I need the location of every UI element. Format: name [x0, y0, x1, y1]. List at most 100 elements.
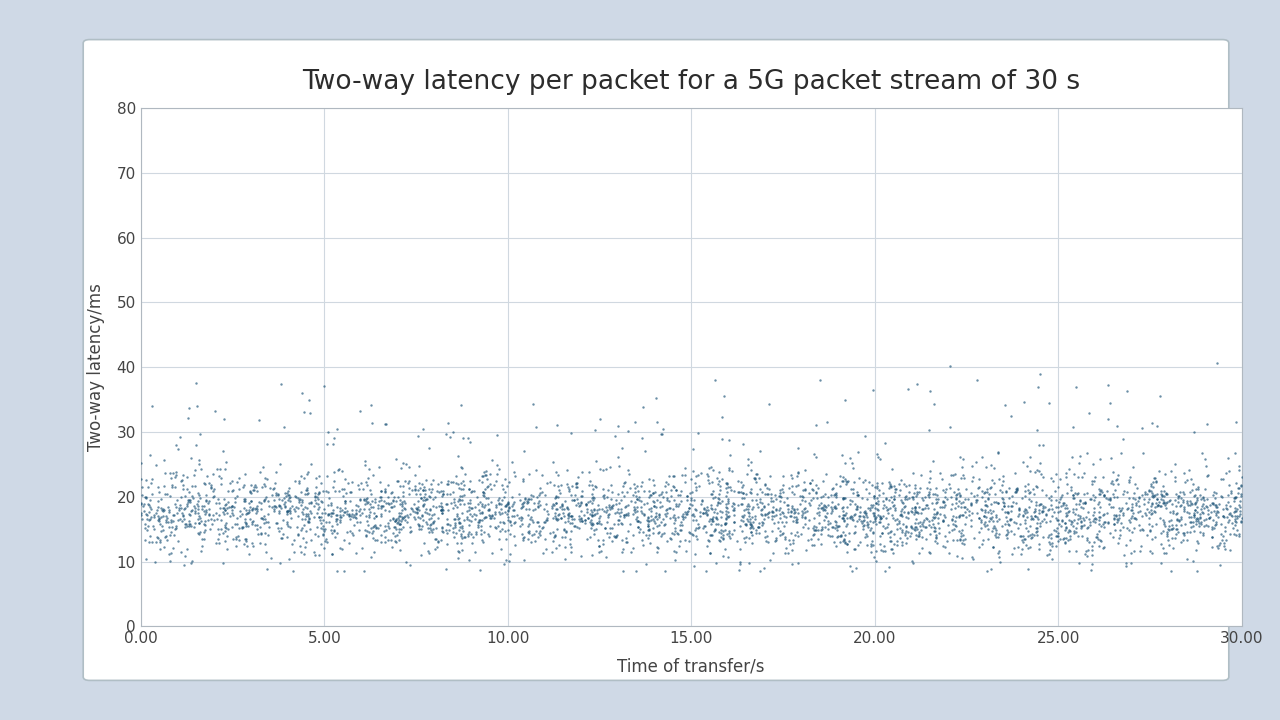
Point	[905, 480, 925, 491]
Point	[879, 482, 900, 493]
Point	[653, 423, 673, 435]
Point	[663, 511, 684, 523]
Point	[754, 479, 774, 490]
Point	[156, 512, 177, 523]
Point	[564, 489, 585, 500]
Point	[1142, 487, 1162, 499]
Point	[1020, 510, 1041, 521]
Point	[433, 504, 453, 516]
Point	[1185, 498, 1206, 510]
Point	[1213, 503, 1234, 515]
Point	[1089, 501, 1110, 513]
Point	[1006, 517, 1027, 528]
Point	[142, 536, 163, 548]
Point	[1208, 539, 1229, 551]
Point	[174, 513, 195, 525]
Point	[279, 502, 300, 513]
Point	[131, 509, 151, 521]
Point	[782, 537, 803, 549]
Point	[820, 489, 841, 500]
Point	[927, 490, 947, 501]
Point	[512, 532, 532, 544]
Point	[639, 523, 659, 535]
Point	[701, 513, 722, 524]
Point	[138, 481, 159, 492]
Point	[1093, 490, 1114, 501]
Point	[1132, 510, 1152, 521]
Point	[142, 520, 163, 531]
Point	[910, 482, 931, 494]
Point	[287, 521, 307, 533]
Point	[792, 511, 813, 523]
Point	[951, 538, 972, 549]
Point	[742, 529, 763, 541]
Point	[1171, 499, 1192, 510]
Point	[1170, 486, 1190, 498]
Point	[1078, 521, 1098, 533]
Point	[1153, 498, 1174, 509]
Point	[550, 501, 571, 513]
Point	[366, 510, 387, 521]
Point	[1190, 503, 1211, 515]
Point	[905, 524, 925, 536]
Point	[1147, 500, 1167, 512]
Point	[152, 503, 173, 515]
Point	[682, 509, 703, 521]
Point	[274, 492, 294, 503]
Point	[384, 521, 404, 533]
Point	[215, 526, 236, 537]
Point	[547, 466, 567, 477]
Point	[736, 487, 756, 499]
Point	[511, 502, 531, 513]
Point	[671, 485, 691, 497]
Point	[896, 493, 916, 505]
Point	[692, 507, 713, 518]
Point	[1142, 546, 1162, 558]
Point	[374, 525, 394, 536]
Point	[659, 502, 680, 513]
Point	[595, 522, 616, 534]
Point	[1021, 528, 1042, 539]
Point	[639, 474, 659, 485]
Point	[717, 492, 737, 504]
Point	[201, 482, 221, 494]
Point	[161, 515, 182, 526]
Point	[1044, 525, 1065, 536]
Point	[716, 477, 736, 489]
Point	[1056, 502, 1076, 513]
Point	[836, 538, 856, 549]
Point	[151, 502, 172, 513]
Point	[326, 501, 347, 513]
Point	[915, 521, 936, 533]
Point	[314, 523, 334, 535]
Point	[567, 521, 588, 533]
Point	[184, 464, 205, 476]
Point	[508, 487, 529, 499]
Point	[963, 553, 983, 564]
Point	[652, 428, 672, 439]
Point	[311, 511, 332, 523]
Point	[582, 518, 603, 530]
Point	[1212, 491, 1233, 503]
Point	[361, 418, 381, 429]
Point	[1211, 473, 1231, 485]
Point	[1056, 521, 1076, 533]
Point	[809, 505, 829, 517]
Point	[945, 469, 965, 480]
Point	[1076, 511, 1097, 523]
Point	[475, 483, 495, 495]
Point	[314, 526, 334, 537]
Point	[845, 498, 865, 509]
Point	[1046, 468, 1066, 480]
Point	[1199, 512, 1220, 523]
Point	[590, 414, 611, 426]
Point	[1231, 516, 1252, 528]
Point	[596, 505, 617, 516]
Point	[1194, 520, 1215, 531]
Point	[338, 477, 358, 489]
Point	[1184, 490, 1204, 502]
Point	[375, 418, 396, 430]
Point	[1119, 477, 1139, 488]
Point	[584, 483, 604, 495]
Point	[132, 490, 152, 501]
